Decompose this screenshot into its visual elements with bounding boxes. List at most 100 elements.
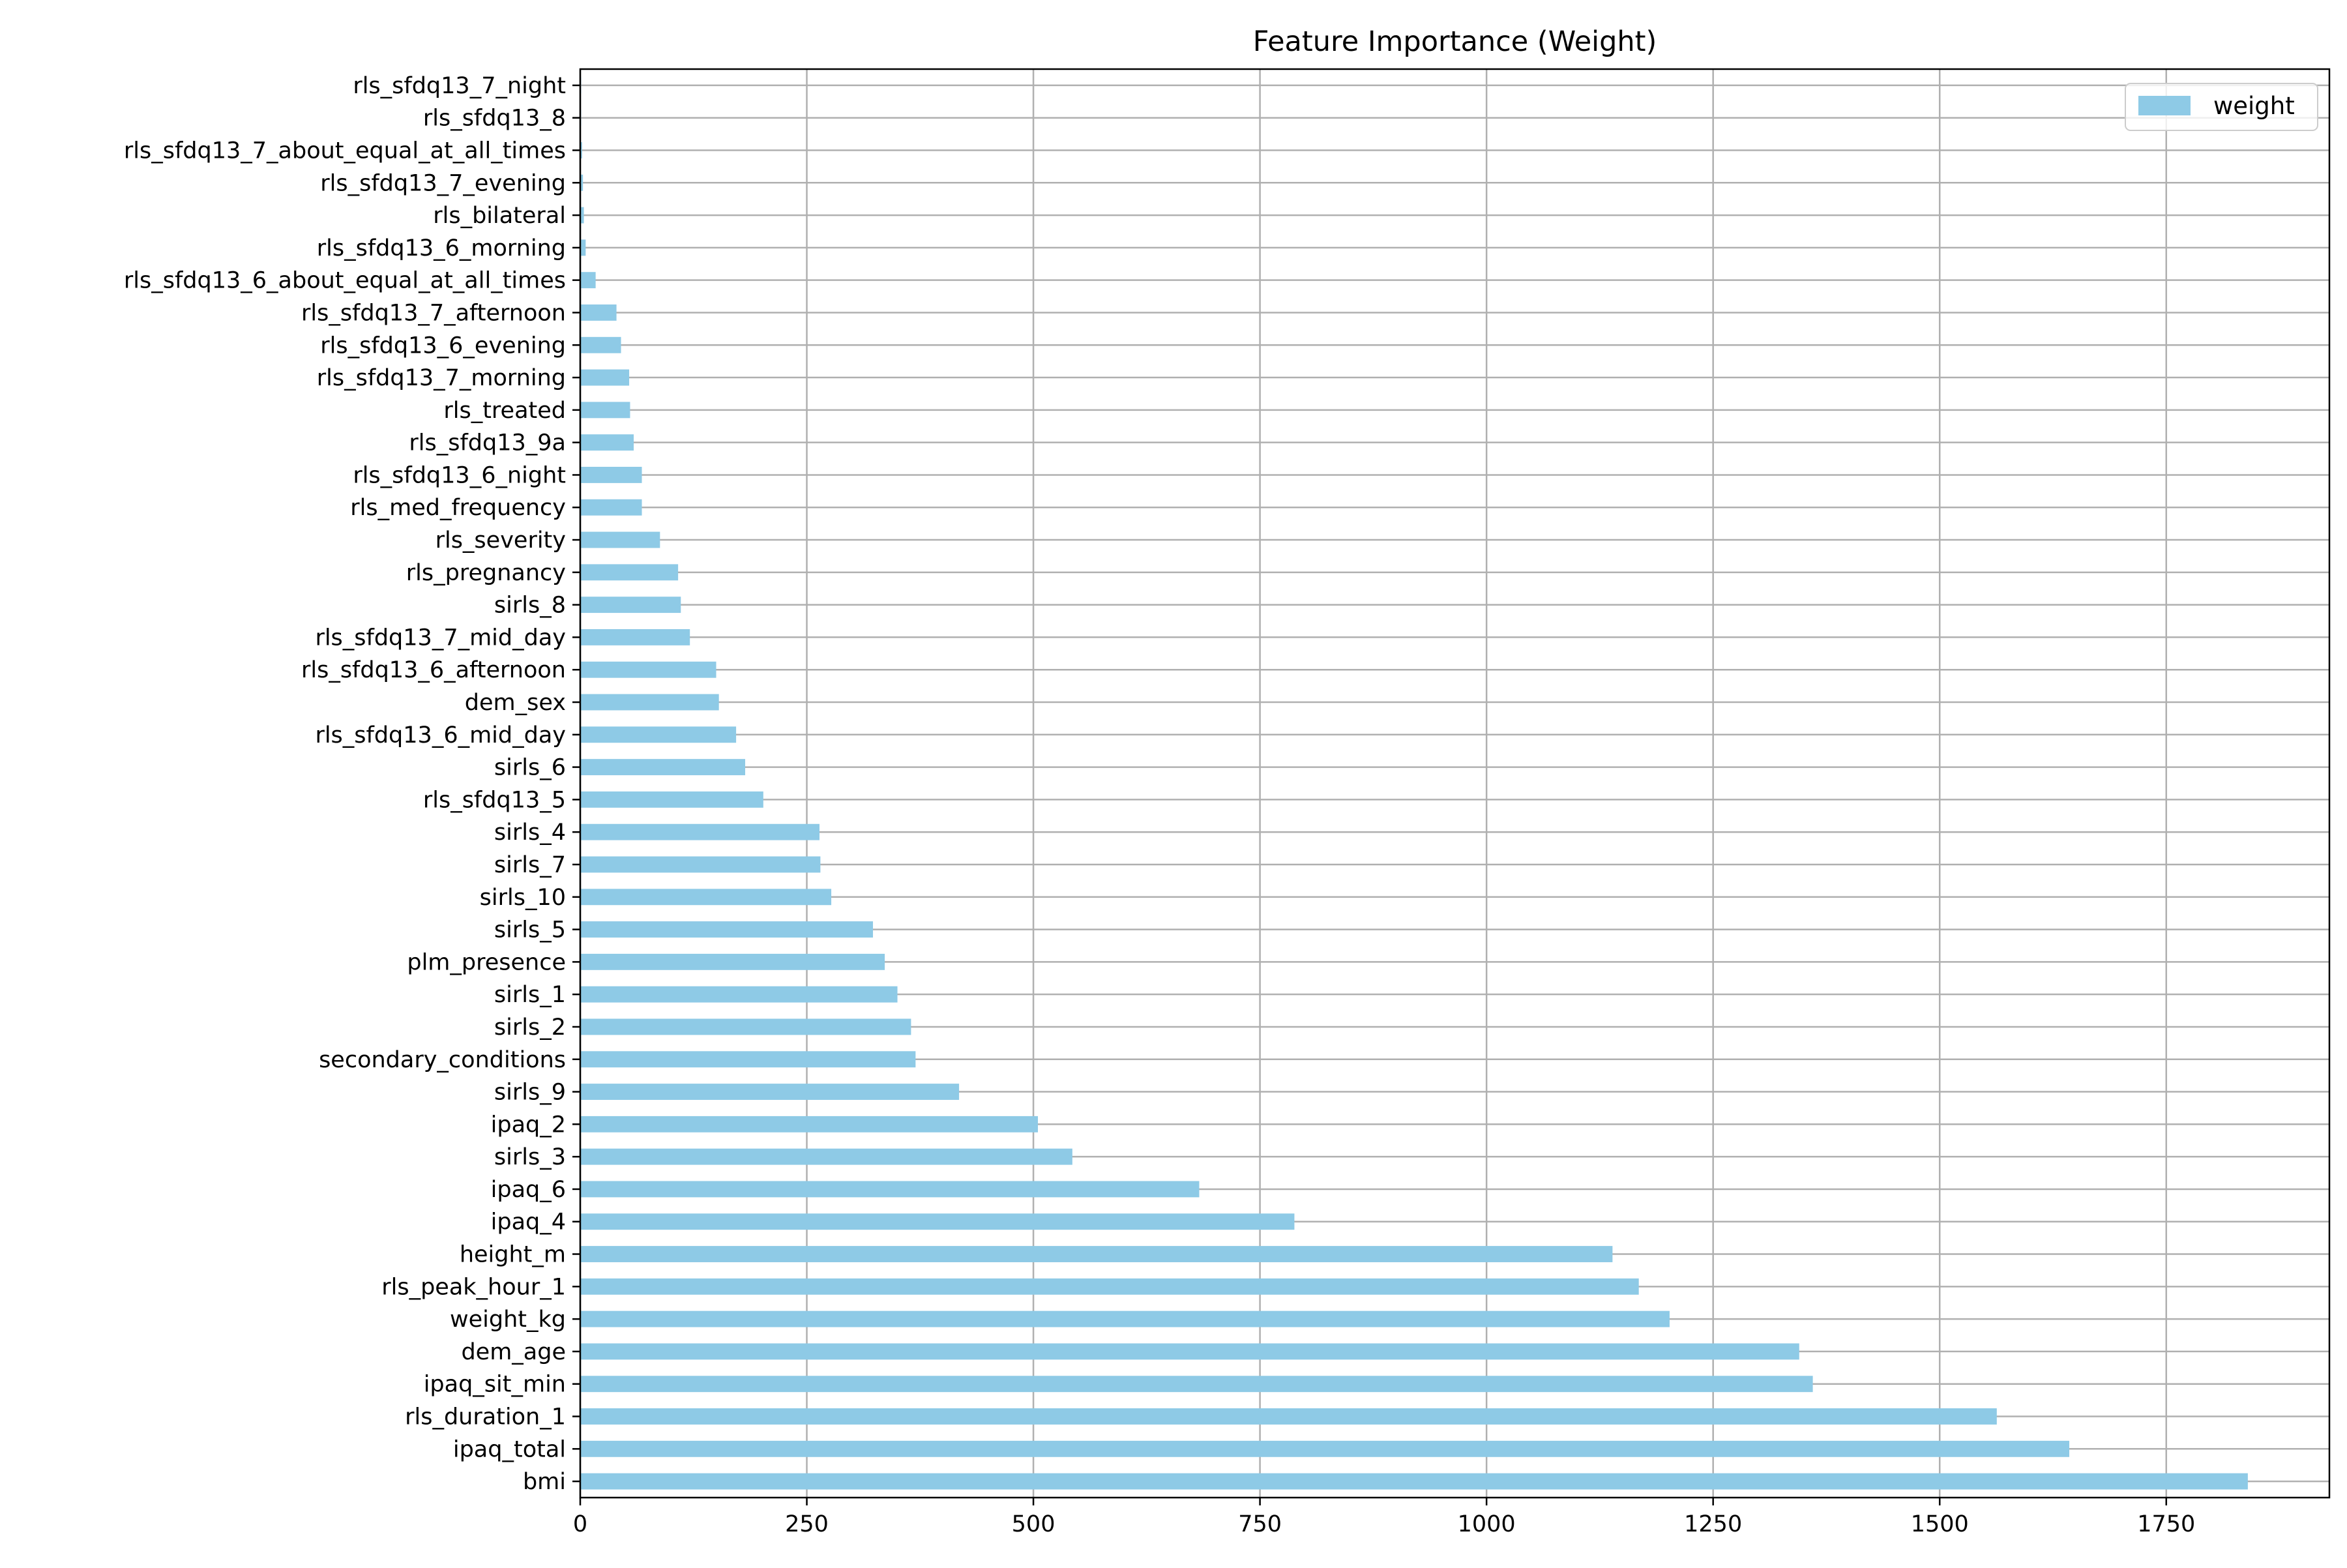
x-tick-label: 1250 (1684, 1511, 1742, 1537)
bar-layer (580, 77, 2248, 1490)
y-tick-label: rls_sfdq13_7_mid_day (315, 625, 566, 651)
bar-rls_sfdq13_6_night (580, 466, 642, 483)
y-tick-label: rls_sfdq13_7_night (353, 73, 566, 99)
legend-swatch (2138, 96, 2191, 115)
bar-rls_bilateral (580, 207, 584, 224)
bar-rls_treated (580, 402, 630, 419)
y-tick-label: sirls_7 (494, 852, 566, 878)
bar-rls_sfdq13_6_mid_day (580, 726, 737, 743)
y-tick-label: sirls_4 (494, 820, 566, 846)
bar-rls_severity (580, 531, 660, 548)
y-tick-label: dem_sex (465, 690, 566, 716)
bar-rls_duration_1 (580, 1408, 1997, 1425)
y-tick-label: rls_severity (435, 527, 566, 554)
plot-frame (579, 68, 2331, 1499)
bar-rls_sfdq13_5 (580, 791, 763, 808)
bar-sirls_8 (580, 597, 681, 614)
bar-ipaq_6 (580, 1181, 1200, 1198)
bar-rls_peak_hour_1 (580, 1278, 1639, 1295)
bar-sirls_9 (580, 1084, 960, 1101)
y-tick-label: ipaq_sit_min (424, 1372, 566, 1398)
y-tick-label: rls_sfdq13_7_evening (320, 170, 566, 196)
bar-sirls_3 (580, 1148, 1072, 1165)
y-tick-label: rls_pregnancy (406, 560, 566, 586)
bar-ipaq_total (580, 1440, 2070, 1457)
y-tick-label: rls_sfdq13_8 (423, 106, 566, 132)
y-tick-label: rls_sfdq13_6_night (353, 462, 566, 488)
y-tick-label: dem_age (461, 1339, 566, 1365)
y-tick-label: sirls_3 (494, 1144, 566, 1170)
y-tick-label: rls_peak_hour_1 (381, 1274, 566, 1300)
legend-box (2125, 83, 2318, 131)
bar-sirls_1 (580, 986, 898, 1003)
x-tick-label: 1000 (1458, 1511, 1516, 1537)
bar-sirls_10 (580, 889, 832, 906)
bar-height_m (580, 1246, 1613, 1262)
y-tick-label: rls_treated (443, 398, 566, 424)
bar-sirls_4 (580, 823, 820, 840)
y-tick-label: rls_duration_1 (405, 1404, 566, 1430)
y-tick-label: secondary_conditions (319, 1047, 566, 1073)
y-tick-label: plm_presence (407, 949, 566, 975)
bar-dem_age (580, 1343, 1799, 1360)
bar-sirls_7 (580, 856, 821, 873)
bar-bmi (580, 1473, 2248, 1490)
bar-rls_sfdq13_6_about_equal_at_all_times (580, 272, 596, 289)
bar-rls_sfdq13_6_evening (580, 336, 621, 353)
y-tick-label: sirls_1 (494, 982, 566, 1008)
y-tick-label: rls_sfdq13_6_mid_day (315, 722, 566, 748)
chart-title: Feature Importance (Weight) (1253, 25, 1657, 58)
bar-sirls_6 (580, 759, 746, 776)
bar-rls_sfdq13_9a (580, 434, 634, 451)
bar-rls_pregnancy (580, 564, 679, 581)
y-tick-label: rls_sfdq13_9a (409, 430, 566, 456)
y-tick-label: rls_sfdq13_7_morning (317, 365, 566, 391)
bar-rls_sfdq13_6_morning (580, 239, 586, 256)
y-tick-label: height_m (460, 1242, 566, 1268)
y-tick-label: rls_sfdq13_7_afternoon (301, 300, 566, 326)
y-tick-label: rls_sfdq13_7_about_equal_at_all_times (124, 138, 566, 164)
bar-rls_sfdq13_7_afternoon (580, 304, 617, 321)
x-tick-label: 0 (573, 1511, 587, 1537)
y-tick-label: sirls_6 (494, 755, 566, 781)
y-axis: bmi ipaq_total rls_duration_1 ipaq_sit_min d… (124, 73, 580, 1495)
y-tick-label: ipaq_2 (491, 1112, 566, 1138)
y-tick-label: rls_bilateral (433, 203, 566, 229)
y-tick-label: rls_sfdq13_6_afternoon (301, 657, 566, 683)
x-tick-label: 500 (1012, 1511, 1055, 1537)
y-tick-label: rls_sfdq13_6_morning (317, 235, 566, 261)
bar-dem_sex (580, 694, 719, 711)
bar-rls_med_frequency (580, 499, 642, 516)
y-tick-label: weight_kg (450, 1307, 566, 1333)
bar-plm_presence (580, 953, 885, 970)
y-tick-label: ipaq_total (453, 1436, 566, 1462)
y-tick-label: sirls_9 (494, 1080, 566, 1106)
bar-sirls_5 (580, 921, 874, 938)
legend[interactable]: weight (2125, 83, 2318, 131)
bar-rls_sfdq13_7_evening (580, 174, 583, 191)
y-tick-label: sirls_5 (494, 917, 566, 943)
bar-ipaq_4 (580, 1213, 1295, 1230)
bar-weight_kg (580, 1310, 1670, 1327)
bar-rls_sfdq13_6_afternoon (580, 661, 716, 678)
x-tick-label: 750 (1238, 1511, 1282, 1537)
bar-secondary_conditions (580, 1051, 916, 1068)
bar-sirls_2 (580, 1018, 911, 1035)
y-tick-label: rls_sfdq13_5 (423, 787, 566, 813)
y-tick-label: rls_sfdq13_6_about_equal_at_all_times (124, 268, 566, 294)
y-tick-label: sirls_8 (494, 593, 566, 619)
legend-label: weight (2213, 92, 2295, 120)
bar-ipaq_sit_min (580, 1376, 1813, 1393)
x-tick-label: 1500 (1911, 1511, 1969, 1537)
bar-rls_sfdq13_7_morning (580, 369, 630, 386)
bar-ipaq_2 (580, 1116, 1039, 1132)
bar-rls_sfdq13_7_mid_day (580, 629, 690, 645)
y-tick-label: bmi (523, 1469, 566, 1495)
y-tick-label: ipaq_4 (491, 1209, 566, 1235)
bar-rls_sfdq13_7_about_equal_at_all_times (580, 142, 582, 158)
x-axis: 0 250 500 750 1000 1250 1500 1750 (573, 1498, 2195, 1537)
y-tick-label: rls_med_frequency (350, 495, 566, 521)
x-tick-label: 1750 (2137, 1511, 2195, 1537)
